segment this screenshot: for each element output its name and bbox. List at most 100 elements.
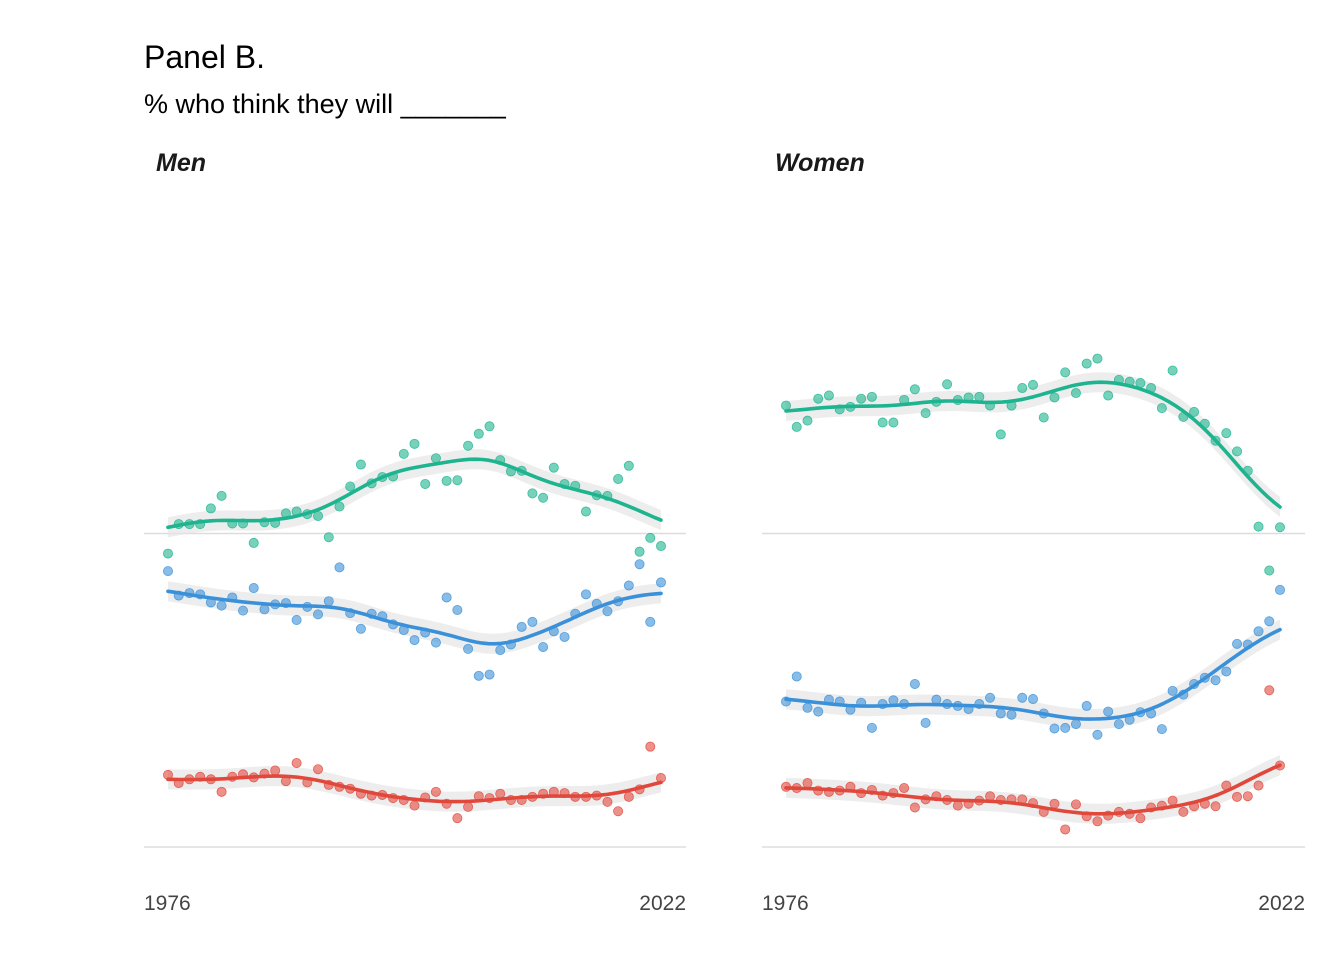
men-point-s0-25 <box>430 453 441 464</box>
men-point-s0-16 <box>334 501 345 512</box>
women-point-s1-23 <box>1028 694 1039 705</box>
men-point-s1-0 <box>162 566 173 577</box>
men-point-s1-12 <box>291 615 302 626</box>
women-point-s1-12 <box>909 678 920 689</box>
women-point-s0-9 <box>877 417 888 428</box>
men-point-s0-34 <box>527 488 538 499</box>
women-point-s0-36 <box>1167 365 1178 376</box>
women-confidence-bands <box>786 372 1280 824</box>
women-point-s1-36 <box>1167 685 1178 696</box>
women-point-s0-29 <box>1092 353 1103 364</box>
women-point-s0-1 <box>791 421 802 432</box>
men-trend-line-2 <box>166 774 663 804</box>
men-point-s2-23 <box>409 800 420 811</box>
women-gridlines <box>762 532 1305 848</box>
women-point-s1-19 <box>985 692 996 703</box>
men-point-s1-16 <box>334 562 345 573</box>
men-point-s1-31 <box>495 645 506 656</box>
men-point-s0-15 <box>323 532 334 543</box>
men-point-s0-45 <box>645 532 656 543</box>
men-point-s0-17 <box>345 481 356 492</box>
women-point-s1-30 <box>1103 706 1114 717</box>
women-point-s1-45 <box>1264 616 1275 627</box>
women-point-s1-2 <box>802 702 813 713</box>
women-x-tick-start: 1976 <box>762 892 809 915</box>
women-point-s1-8 <box>866 722 877 733</box>
women-point-s1-22 <box>1017 692 1028 703</box>
men-point-s1-41 <box>602 606 613 617</box>
women-point-s0-38 <box>1189 406 1200 417</box>
facet-title-women: Women <box>775 149 865 177</box>
women-point-s0-42 <box>1232 446 1243 457</box>
men-point-s2-5 <box>216 786 227 797</box>
women-point-s1-42 <box>1232 638 1243 649</box>
men-point-s0-43 <box>623 460 634 471</box>
women-point-s2-36 <box>1167 795 1178 806</box>
women-point-s1-28 <box>1081 700 1092 711</box>
men-point-s2-27 <box>452 813 463 824</box>
facet-men: 1976 2022 <box>144 421 686 915</box>
women-point-s0-45 <box>1264 565 1275 576</box>
panel-title: Panel B. <box>144 39 265 75</box>
men-point-s1-28 <box>463 643 474 654</box>
women-point-s0-44 <box>1253 521 1264 532</box>
women-point-s0-10 <box>888 417 899 428</box>
men-point-s1-9 <box>259 604 270 615</box>
men-point-s0-26 <box>441 475 452 486</box>
men-trend-lines <box>166 457 663 804</box>
women-point-s1-26 <box>1060 722 1071 733</box>
men-point-s1-25 <box>430 637 441 648</box>
men-x-tick-end: 2022 <box>639 892 686 915</box>
men-point-s2-14 <box>313 764 324 775</box>
women-band-1 <box>786 619 1280 730</box>
men-point-s2-43 <box>623 791 634 802</box>
women-trend-line-2 <box>784 763 1282 816</box>
women-point-s0-4 <box>823 390 834 401</box>
facet-women: 1976 2022 <box>762 353 1305 915</box>
men-point-s1-45 <box>645 616 656 627</box>
women-point-s1-1 <box>791 671 802 682</box>
women-point-s2-29 <box>1092 816 1103 827</box>
women-point-s0-7 <box>856 393 867 404</box>
women-point-s2-25 <box>1049 798 1060 809</box>
panel-subtitle: % who think they will _______ <box>144 89 506 119</box>
men-point-s0-8 <box>248 537 259 548</box>
women-point-s0-24 <box>1038 412 1049 423</box>
men-gridlines <box>144 532 686 848</box>
women-point-s2-45 <box>1264 685 1275 696</box>
women-points <box>781 353 1286 835</box>
women-point-s1-21 <box>1006 709 1017 720</box>
women-point-s2-2 <box>802 778 813 789</box>
women-point-s2-12 <box>909 802 920 813</box>
men-point-s0-23 <box>409 438 420 449</box>
men-point-s0-24 <box>420 478 431 489</box>
women-band-0 <box>786 372 1280 517</box>
women-trend-line-1 <box>784 627 1282 721</box>
facet-title-men: Men <box>156 149 206 177</box>
women-point-s0-25 <box>1049 392 1060 403</box>
men-point-s1-15 <box>323 596 334 607</box>
women-point-s0-12 <box>909 384 920 395</box>
men-point-s0-30 <box>484 421 495 432</box>
men-point-s2-28 <box>463 801 474 812</box>
women-band-2 <box>786 755 1280 824</box>
men-point-s0-5 <box>216 490 227 501</box>
men-point-s0-27 <box>452 475 463 486</box>
men-point-s2-12 <box>291 757 302 768</box>
women-x-tick-end: 2022 <box>1258 892 1305 915</box>
women-point-s1-3 <box>813 706 824 717</box>
women-point-s0-8 <box>866 391 877 402</box>
men-point-s0-22 <box>398 448 409 459</box>
women-point-s1-31 <box>1113 719 1124 730</box>
men-point-s1-39 <box>580 589 591 600</box>
men-point-s2-45 <box>645 741 656 752</box>
women-point-s1-25 <box>1049 723 1060 734</box>
women-point-s0-22 <box>1017 383 1028 394</box>
men-point-s0-39 <box>580 506 591 517</box>
men-band-1 <box>168 581 661 654</box>
women-point-s1-29 <box>1092 729 1103 740</box>
women-point-s0-23 <box>1028 379 1039 390</box>
men-trend-line-1 <box>166 589 663 646</box>
men-point-s2-41 <box>602 796 613 807</box>
women-point-s0-18 <box>974 391 985 402</box>
